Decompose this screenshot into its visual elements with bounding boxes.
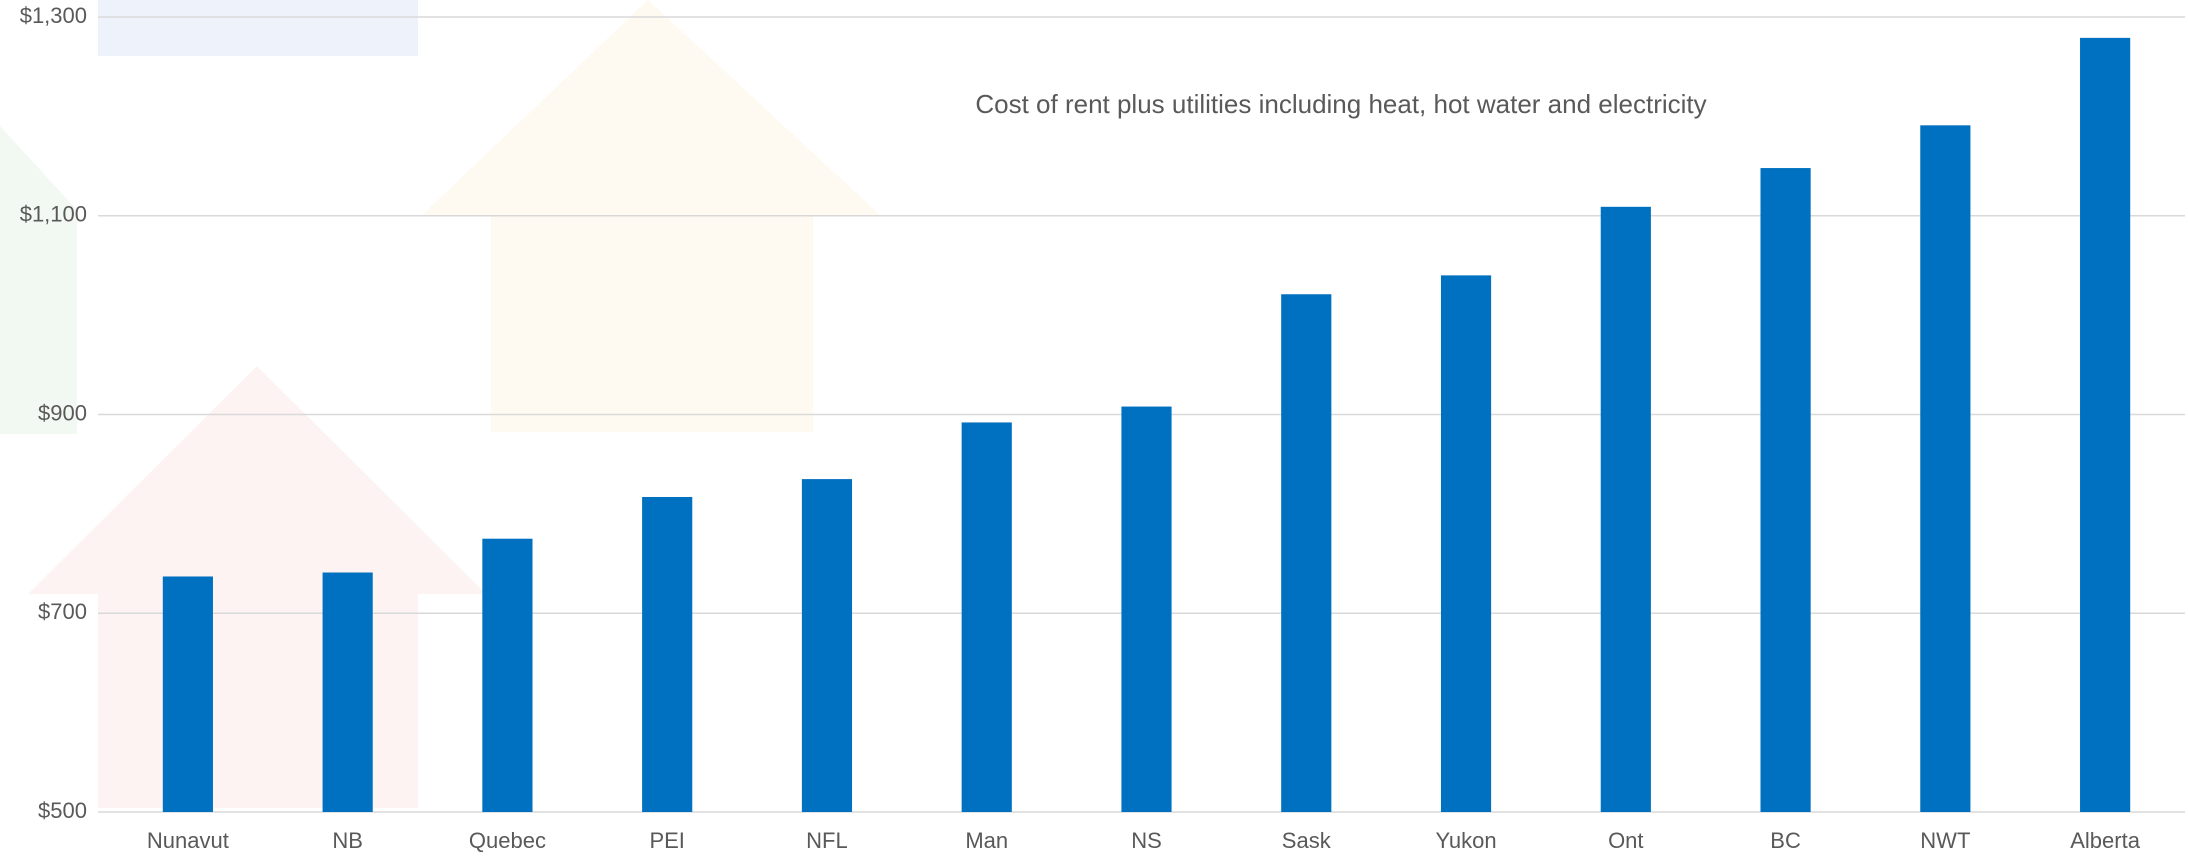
bar — [642, 496, 693, 812]
x-tick-label: Yukon — [1435, 828, 1496, 853]
bar — [1121, 406, 1172, 812]
bar — [961, 422, 1012, 812]
decor-arrow-green — [0, 126, 77, 434]
x-tick-label: BC — [1770, 828, 1801, 853]
x-tick-label: NB — [332, 828, 363, 853]
y-tick-label: $1,300 — [20, 3, 87, 28]
x-tick-label: NS — [1131, 828, 1162, 853]
x-tick-label: Quebec — [469, 828, 546, 853]
bar — [2080, 37, 2131, 812]
bar — [322, 572, 373, 812]
bar — [1440, 275, 1492, 812]
bar — [1281, 294, 1332, 813]
x-tick-label: PEI — [649, 828, 684, 853]
bar — [162, 576, 213, 812]
annotation: Cost of rent plus utilities including he… — [975, 89, 1706, 119]
y-tick-label: $1,100 — [20, 202, 87, 227]
x-tick-label: Nunavut — [147, 828, 229, 853]
bar — [1920, 125, 1971, 813]
y-tick-label: $900 — [38, 400, 87, 425]
bar — [1600, 206, 1651, 812]
bar — [801, 479, 853, 812]
y-tick-label: $500 — [38, 798, 87, 823]
x-tick-label: Sask — [1282, 828, 1332, 853]
bar — [1760, 168, 1811, 813]
decor-rect-blue — [98, 0, 418, 56]
background-decoration — [0, 0, 881, 808]
x-tick-label: Alberta — [2070, 828, 2140, 853]
x-tick-label: NWT — [1920, 828, 1970, 853]
x-tick-label: NFL — [806, 828, 848, 853]
y-tick-label: $700 — [38, 599, 87, 624]
bar — [482, 538, 533, 812]
decor-arrow-pink — [28, 366, 486, 808]
x-tick-label: Ont — [1608, 828, 1643, 853]
x-tick-label: Man — [965, 828, 1008, 853]
